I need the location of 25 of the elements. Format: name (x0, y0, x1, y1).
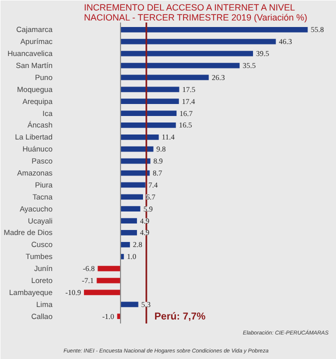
bar (120, 242, 130, 248)
bar (120, 74, 209, 80)
bar (120, 230, 137, 236)
chart-title: INCREMENTO DEL ACCESO A INTERNET A NIVEL NACIONAL - TERCER TRIMESTRE 2019 (Variación %) (84, 2, 308, 22)
bar (120, 98, 179, 104)
bar (120, 302, 138, 308)
bar (120, 146, 154, 152)
bar (120, 122, 176, 128)
ref-line-label: Perú: 7,7% (154, 311, 206, 322)
bar (120, 194, 143, 200)
bar (120, 182, 146, 188)
bar (120, 110, 177, 116)
bar (120, 26, 308, 32)
bar (120, 218, 137, 224)
bar (98, 266, 121, 272)
bar (120, 62, 240, 68)
bar (120, 38, 276, 44)
bar (120, 86, 180, 92)
bar (120, 206, 140, 212)
bar (84, 290, 121, 296)
bar (120, 254, 124, 260)
bar (96, 278, 121, 284)
bar (120, 50, 254, 56)
bar (120, 134, 159, 140)
bar (117, 314, 121, 320)
